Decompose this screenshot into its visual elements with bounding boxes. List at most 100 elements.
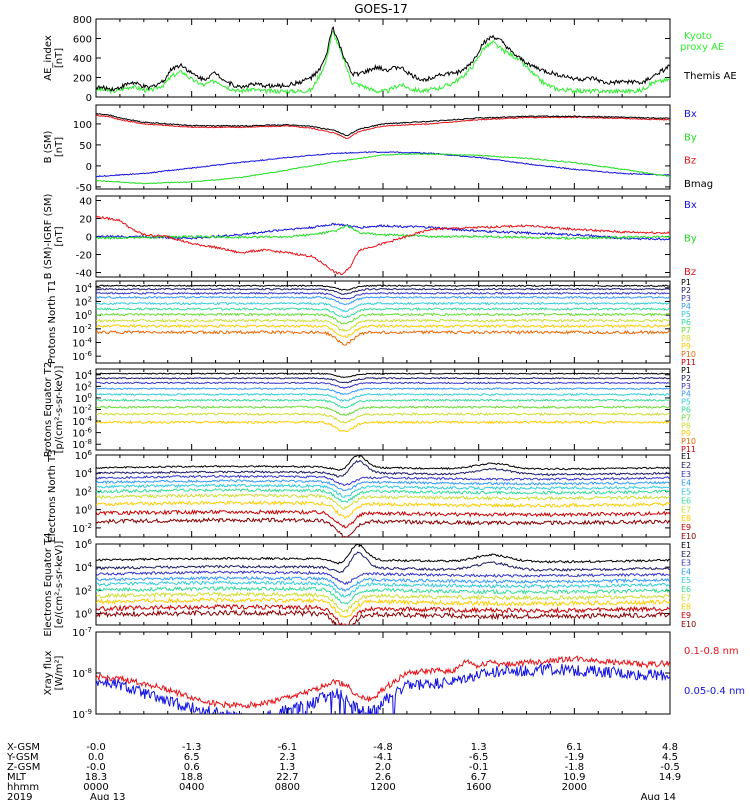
axis-cell: -0.5 xyxy=(660,762,680,773)
y-tick-label: 100 xyxy=(75,504,92,517)
legend-channel-p6: P6 xyxy=(681,406,691,415)
legend-channel-p3: P3 xyxy=(681,294,691,303)
axis-cell: -1.9 xyxy=(565,752,585,763)
plot-area xyxy=(96,372,670,433)
y-tick-label: 0 xyxy=(86,233,92,244)
y-axis-label: Protons Equator T2[p/(cm²-s-sr-keV)] xyxy=(43,362,65,458)
y-tick-label: 104 xyxy=(75,282,93,295)
y-tick-label: -50 xyxy=(76,183,92,194)
legend-channel-p8: P8 xyxy=(681,421,691,430)
legend-channel-p8: P8 xyxy=(681,334,691,343)
channel-line-e5 xyxy=(96,580,670,598)
channel-line-e8 xyxy=(96,500,670,519)
axis-cell: 22.7 xyxy=(276,772,298,783)
plot-area xyxy=(96,284,670,346)
legend-channel-p10: P10 xyxy=(681,437,696,446)
channel-line-p3 xyxy=(96,291,670,300)
legend-entry: Bmag xyxy=(684,179,713,190)
legend-entry: 0.1-0.8 nm xyxy=(684,646,739,657)
axis-cell: 0.0 xyxy=(88,752,104,763)
channel-line-p1 xyxy=(96,372,670,379)
y-tick-label: 800 xyxy=(73,15,92,26)
channel-line-p6 xyxy=(96,398,670,409)
channel-line-p7 xyxy=(96,405,670,416)
axis-cell: -6.1 xyxy=(278,742,298,753)
y-tick-label: 10-8 xyxy=(72,667,92,680)
legend-channel-p7: P7 xyxy=(681,413,691,422)
legend-channel-p1: P1 xyxy=(681,278,691,287)
channel-line-p5 xyxy=(96,301,670,313)
series-line-bz xyxy=(96,215,670,276)
legend-channel-p5: P5 xyxy=(681,310,691,319)
y-tick-label: 200 xyxy=(73,74,92,85)
series-line-by xyxy=(96,153,670,185)
channel-line-p5 xyxy=(96,392,670,403)
channel-line-e1 xyxy=(96,455,670,471)
legend-channel-p7: P7 xyxy=(681,326,691,335)
y-tick-label: 102 xyxy=(75,584,92,597)
channel-line-e6 xyxy=(96,585,670,605)
legend-channel-e10: E10 xyxy=(681,532,696,541)
y-tick-label: 100 xyxy=(75,309,92,322)
channel-line-p2 xyxy=(96,287,670,295)
panel-electrons_t4: 106 104 102 100 Electrons Equator T4[e/(cm²-… xyxy=(43,532,696,636)
row-label-z-gsm: Z-GSM xyxy=(7,762,40,773)
y-tick-label: 10-9 xyxy=(72,708,92,721)
channel-line-e10 xyxy=(96,517,670,537)
channel-line-e4 xyxy=(96,479,670,492)
panel-bigrf: -40 -20 0 20 40 B (SM)-IGRF (SM)[nT] Bx By Bz xyxy=(43,194,697,280)
y-tick-label: 10-6 xyxy=(72,350,92,363)
y-tick-label: 104 xyxy=(75,561,93,574)
panel-bsm: -50 0 50 100 B (SM)[nT] Bx By Bz Bmag xyxy=(43,104,713,194)
axis-cell: 2.3 xyxy=(279,752,295,763)
channel-line-e6 xyxy=(96,488,670,504)
channel-line-e8 xyxy=(96,596,670,619)
channel-line-e2 xyxy=(96,459,670,478)
plot-area xyxy=(96,655,670,714)
legend-channel-e5: E5 xyxy=(681,488,691,497)
y-tick-label: 0 xyxy=(86,93,92,104)
legend-channel-p6: P6 xyxy=(681,318,691,327)
legend-entry: By xyxy=(684,234,697,245)
axis-cell: -1.3 xyxy=(182,742,202,753)
channel-line-p8 xyxy=(96,318,670,333)
legend-channel-p5: P5 xyxy=(681,398,691,407)
legend-channel-e4: E4 xyxy=(681,567,691,576)
legend-entry: Bz xyxy=(684,267,696,278)
panel-frame xyxy=(95,18,671,98)
legend-channel-e8: E8 xyxy=(681,602,691,611)
y-axis-label: Electrons Equator T4[e/(cm²-s-sr-keV)] xyxy=(43,532,65,636)
legend-channel-p4: P4 xyxy=(681,390,691,399)
axis-cell: 0800 xyxy=(275,782,300,793)
axis-cell: Aug 14 xyxy=(641,792,676,800)
y-tick-label: 100 xyxy=(73,120,92,131)
panel-electrons_t3: 106 104 102 100 10-2 Electrons North T3 E1E2E3… xyxy=(47,449,696,543)
series-line-kyoto-proxy-ae xyxy=(96,30,670,95)
legend-channel-e1: E1 xyxy=(681,541,691,550)
legend-channel-e10: E10 xyxy=(681,620,696,629)
y-tick-label: 0 xyxy=(86,162,92,173)
legend-channel-p11: P11 xyxy=(681,358,696,367)
y-tick-label: 20 xyxy=(79,215,92,226)
legend-channel-e6: E6 xyxy=(681,496,691,505)
legend-channel-e4: E4 xyxy=(681,479,691,488)
legend: Kyoto proxy AE Themis AE xyxy=(680,31,737,82)
series-line-bz xyxy=(96,114,670,140)
axis-cell: -4.8 xyxy=(373,742,393,753)
y-tick-label: 600 xyxy=(73,35,92,46)
axis-cell: -0.1 xyxy=(469,762,489,773)
channel-line-p4 xyxy=(96,387,670,395)
plot-area xyxy=(96,25,670,95)
plot-area xyxy=(96,215,670,276)
y-tick-label: 10-2 xyxy=(72,522,92,535)
legend-channel-e6: E6 xyxy=(681,585,691,594)
channel-line-p8 xyxy=(96,412,670,424)
legend-channel-p2: P2 xyxy=(681,374,691,383)
channel-line-e3 xyxy=(96,474,670,487)
channel-line-e3 xyxy=(96,570,670,586)
channel-line-p2 xyxy=(96,377,670,384)
